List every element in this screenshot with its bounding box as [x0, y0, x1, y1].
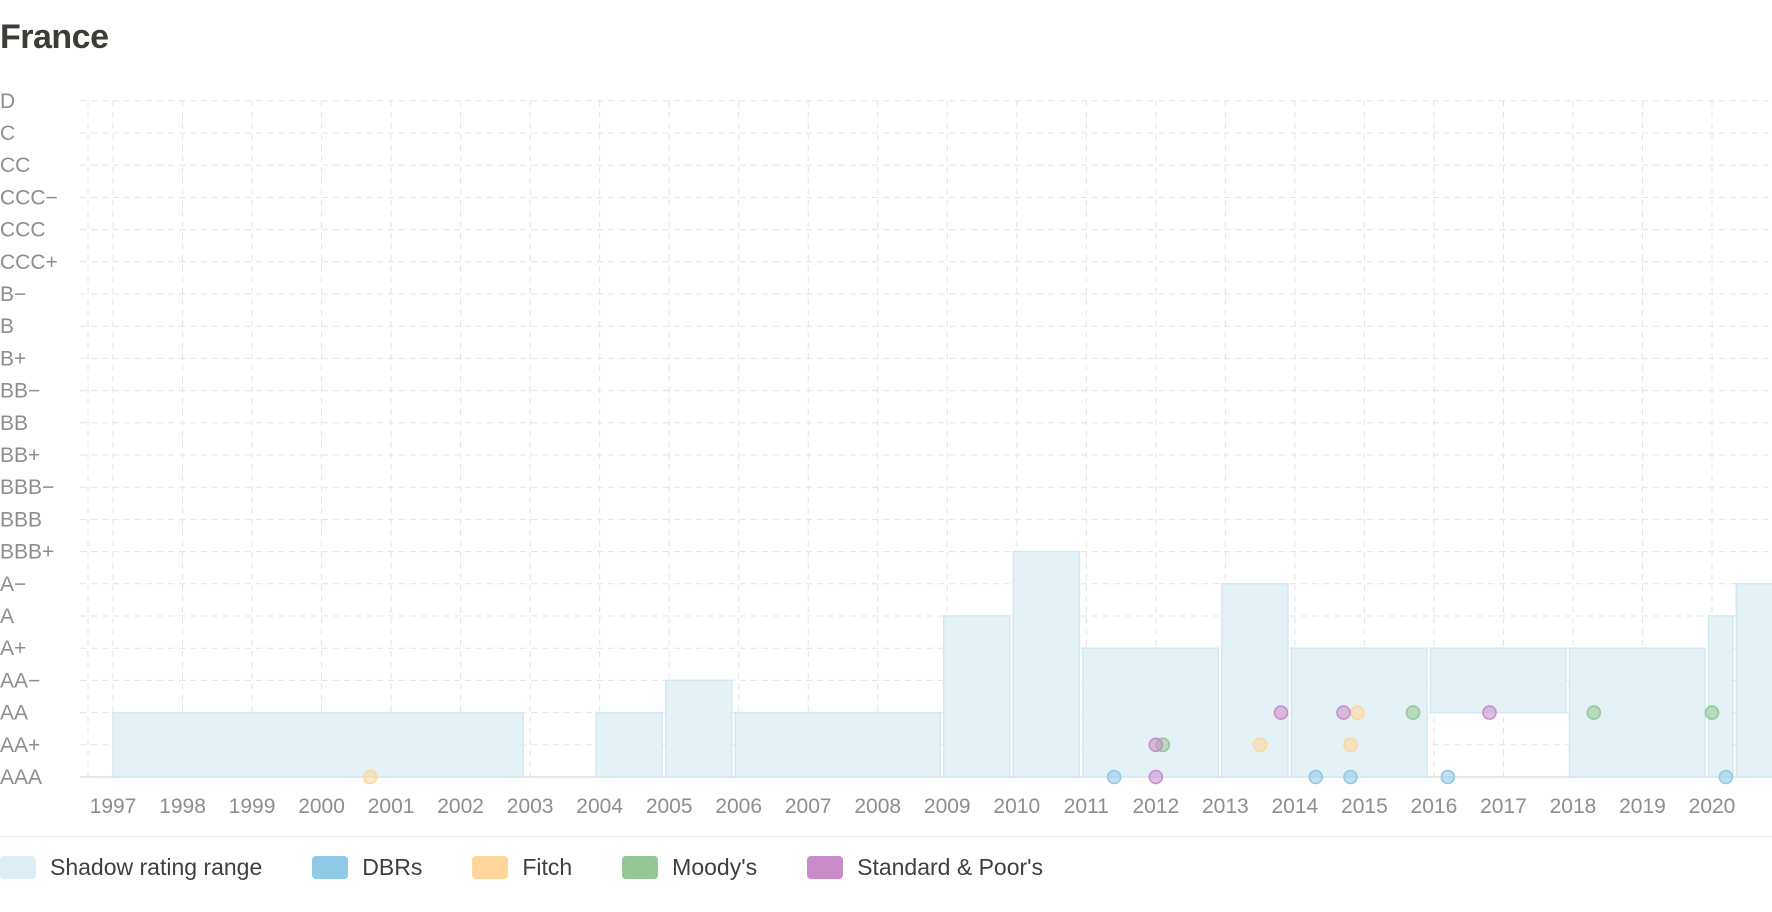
x-tick-label: 1997	[90, 795, 137, 818]
legend-label-dbrs: DBRs	[362, 854, 423, 880]
x-tick-label: 2005	[646, 795, 693, 818]
x-tick-label: 2006	[715, 795, 762, 818]
y-tick-label: CCC−	[0, 186, 58, 209]
y-tick-label: AA	[0, 702, 28, 725]
legend-swatch-sp	[807, 856, 844, 879]
y-tick-label: BB−	[0, 380, 40, 403]
y-tick-label: AA−	[0, 669, 40, 692]
point-dbrs	[1440, 769, 1456, 785]
legend-item-sp[interactable]: Standard & Poor's	[807, 854, 1043, 881]
point-fitch	[1252, 737, 1268, 753]
legend-label-sp: Standard & Poor's	[857, 854, 1044, 880]
point-standard-poor-s	[1148, 769, 1164, 785]
x-tick-label: 2014	[1272, 795, 1319, 818]
x-tick-label: 2007	[785, 795, 832, 818]
legend-divider	[0, 836, 1772, 837]
y-tick-label: A−	[0, 573, 26, 596]
y-tick-label: AA+	[0, 734, 40, 757]
point-moody-s	[1704, 705, 1720, 720]
legend-item-shadow[interactable]: Shadow rating range	[0, 854, 262, 881]
legend-item-dbrs[interactable]: DBRs	[312, 854, 422, 881]
y-tick-label: CC	[0, 154, 30, 177]
legend-swatch-dbrs	[312, 856, 349, 879]
point-moody-s	[1405, 705, 1421, 720]
point-dbrs	[1308, 769, 1324, 785]
y-tick-label: A	[0, 605, 14, 628]
y-tick-label: CCC	[0, 219, 46, 242]
legend-label-moodys: Moody's	[672, 854, 758, 880]
x-tick-label: 2010	[993, 795, 1040, 818]
y-tick-label: B+	[0, 347, 26, 370]
y-tick-label: BBB−	[0, 476, 54, 499]
point-fitch	[362, 769, 378, 785]
x-tick-label: 2016	[1411, 795, 1458, 818]
legend-swatch-moodys	[622, 856, 659, 879]
x-tick-label: 2018	[1550, 795, 1597, 818]
point-dbrs	[1106, 769, 1122, 785]
x-tick-label: 2008	[854, 795, 901, 818]
legend-swatch-fitch	[472, 856, 509, 879]
legend-item-fitch[interactable]: Fitch	[472, 854, 572, 881]
y-tick-label: B	[0, 315, 14, 338]
x-tick-label: 2020	[1689, 795, 1736, 818]
point-standard-poor-s	[1336, 705, 1351, 720]
rating-points	[362, 705, 1734, 785]
point-moody-s	[1586, 705, 1602, 720]
legend-label-fitch: Fitch	[522, 854, 573, 880]
x-tick-label: 2019	[1619, 795, 1666, 818]
legend-label-shadow: Shadow rating range	[50, 854, 263, 880]
x-tick-label: 2000	[298, 795, 345, 818]
x-tick-label: 2003	[507, 795, 554, 818]
point-standard-poor-s	[1273, 705, 1289, 720]
y-tick-label: B−	[0, 283, 26, 306]
x-tick-label: 2004	[576, 795, 623, 818]
shadow-range-area	[112, 550, 1772, 778]
x-tick-label: 1999	[229, 795, 276, 818]
y-tick-label: CCC+	[0, 251, 58, 274]
x-tick-label: 2001	[368, 795, 415, 818]
legend-swatch-shadow	[0, 856, 36, 879]
rating-chart: AAAAA+AAAA−A+AA−BBB+BBBBBB−BB+BBBB−B+BB−…	[0, 90, 1772, 818]
x-tick-label: 2015	[1341, 795, 1388, 818]
y-tick-label: A+	[0, 637, 26, 660]
x-axis-labels: 1997 1998 1999 2000 2001 2002 2003 2004 2005 2006…	[90, 795, 1736, 818]
legend: Shadow rating range DBRs Fitch Moody's S…	[0, 854, 1093, 881]
y-tick-label: C	[0, 122, 15, 145]
x-tick-label: 2009	[924, 795, 971, 818]
point-fitch	[1350, 705, 1365, 720]
y-axis-labels: AAAAA+AAAA−A+AA−BBB+BBBBBB−BB+BBBB−B+BB−…	[0, 90, 58, 789]
chart-title: France	[0, 18, 109, 56]
point-fitch	[1343, 737, 1358, 753]
y-tick-label: AAA	[0, 766, 42, 789]
shadow-range-outline	[112, 550, 1772, 778]
x-tick-label: 2002	[437, 795, 484, 818]
point-dbrs	[1718, 769, 1734, 785]
point-standard-poor-s	[1148, 737, 1164, 753]
y-tick-label: BB	[0, 412, 28, 435]
x-tick-label: 2013	[1202, 795, 1249, 818]
y-tick-label: BBB+	[0, 541, 54, 564]
x-tick-label: 1998	[159, 795, 206, 818]
point-dbrs	[1343, 769, 1358, 785]
y-tick-label: BB+	[0, 444, 40, 467]
y-tick-label: D	[0, 90, 15, 113]
x-tick-label: 2017	[1480, 795, 1527, 818]
y-tick-label: BBB	[0, 508, 42, 531]
x-tick-label: 2012	[1132, 795, 1179, 818]
legend-item-moodys[interactable]: Moody's	[622, 854, 757, 881]
shadow-range-fill	[113, 551, 1772, 777]
x-tick-label: 2011	[1064, 795, 1109, 818]
point-standard-poor-s	[1482, 705, 1497, 720]
